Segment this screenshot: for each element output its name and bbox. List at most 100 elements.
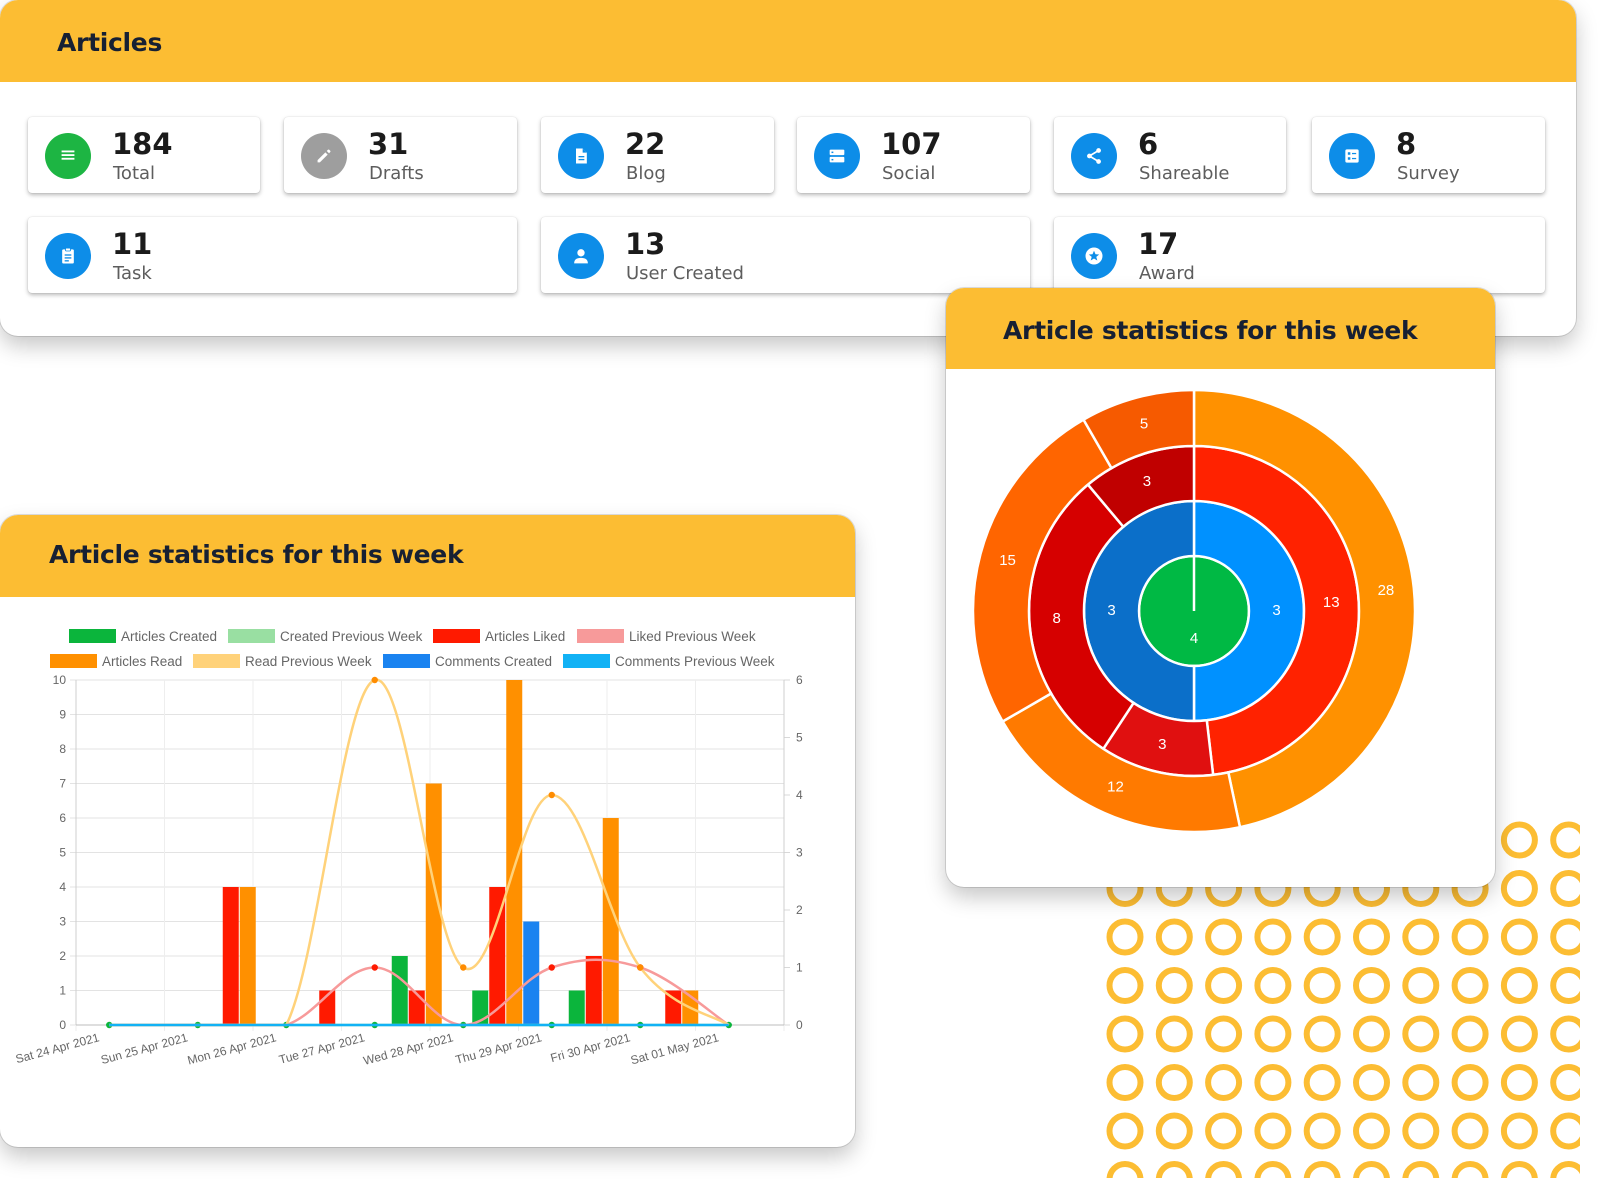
stat-value: 184	[112, 127, 173, 161]
stat-value: 22	[625, 127, 666, 161]
dot-ring	[1500, 870, 1538, 907]
donut-value-label: 5	[1140, 416, 1148, 433]
bar	[489, 887, 506, 1025]
stat-card-task[interactable]: 11 Task	[28, 217, 517, 293]
dot-ring	[1353, 1112, 1390, 1150]
y-tick-label: 3	[59, 915, 66, 929]
dot-ring	[1303, 1161, 1341, 1178]
stat-card-survey[interactable]: 8 Survey	[1312, 117, 1545, 193]
stat-card-blog[interactable]: 22 Blog	[541, 117, 774, 193]
stat-value: 11	[112, 227, 153, 261]
stat-label: Task	[113, 263, 152, 284]
dot-ring	[1451, 1112, 1489, 1150]
star-badge-icon	[1071, 233, 1117, 279]
list-icon	[45, 133, 91, 179]
stat-value: 13	[625, 227, 666, 261]
user-icon	[558, 233, 604, 279]
legend-swatch	[69, 629, 116, 643]
bar	[665, 990, 682, 1025]
bar	[523, 921, 540, 1025]
dot-ring	[1106, 1064, 1144, 1101]
donut-value-label: 8	[1053, 610, 1061, 627]
legend-label: Liked Previous Week	[629, 629, 756, 644]
dot-ring	[1303, 1064, 1341, 1101]
legend-label: Comments Created	[435, 654, 552, 669]
dot-ring	[1500, 1015, 1538, 1053]
legend-label: Articles Liked	[485, 629, 565, 644]
x-tick-label: Thu 29 Apr 2021	[454, 1030, 544, 1067]
legend-swatch	[383, 654, 430, 668]
dot-ring	[1550, 1161, 1580, 1178]
dot-ring	[1254, 967, 1292, 1004]
dot-ring	[1303, 918, 1341, 956]
dot-ring	[1254, 1161, 1292, 1178]
dot-ring	[1550, 870, 1580, 907]
dot-ring	[1254, 1015, 1292, 1053]
server-icon	[814, 133, 860, 179]
dot-ring	[1303, 1015, 1341, 1053]
dot-ring	[1155, 918, 1193, 956]
dot-ring	[1500, 1112, 1538, 1150]
legend-swatch	[50, 654, 97, 668]
dot-ring	[1500, 918, 1538, 956]
pencil-icon	[301, 133, 347, 179]
clipboard-icon	[45, 233, 91, 279]
donut-value-label: 3	[1158, 736, 1166, 753]
dot-ring	[1402, 1015, 1440, 1053]
x-tick-label: Sun 25 Apr 2021	[99, 1030, 189, 1067]
share-icon	[1071, 133, 1117, 179]
dot-ring	[1205, 1161, 1243, 1178]
y-tick-label: 0	[59, 1018, 66, 1032]
stat-value: 8	[1396, 127, 1417, 161]
dot-ring	[1254, 918, 1292, 956]
stat-card-shareable[interactable]: 6 Shareable	[1054, 117, 1286, 193]
dot-ring	[1106, 1112, 1144, 1150]
stat-label: Blog	[626, 163, 666, 184]
stat-card-total[interactable]: 184 Total	[28, 117, 260, 193]
y2-tick-label: 4	[796, 788, 803, 802]
stat-card-drafts[interactable]: 31 Drafts	[284, 117, 517, 193]
dot-ring	[1303, 1112, 1341, 1150]
dot-ring	[1451, 1064, 1489, 1101]
bar	[425, 783, 442, 1025]
y2-tick-label: 2	[796, 903, 803, 917]
dot-ring	[1500, 821, 1538, 859]
stat-card-user-created[interactable]: 13 User Created	[541, 217, 1030, 293]
dot-ring	[1205, 967, 1243, 1004]
dot-ring	[1550, 918, 1580, 956]
legend-label: Articles Read	[102, 654, 182, 669]
line-point	[637, 964, 644, 971]
dot-ring	[1500, 967, 1538, 1004]
donut-value-label: 28	[1378, 582, 1395, 599]
dot-ring	[1402, 1161, 1440, 1178]
dot-ring	[1106, 1161, 1144, 1178]
x-tick-label: Tue 27 Apr 2021	[277, 1030, 366, 1066]
y-tick-label: 9	[59, 708, 66, 722]
line-point	[548, 964, 555, 971]
stat-card-award[interactable]: 17 Award	[1054, 217, 1545, 293]
donut-chart-title: Article statistics for this week	[946, 288, 1495, 369]
dot-ring	[1353, 1064, 1390, 1101]
dot-ring	[1155, 1015, 1193, 1053]
x-tick-label: Sat 24 Apr 2021	[14, 1030, 101, 1066]
line-point	[371, 964, 378, 971]
dot-ring	[1106, 918, 1144, 956]
stat-value: 107	[881, 127, 942, 161]
dot-ring	[1451, 918, 1489, 956]
donut-value-label: 3	[1143, 473, 1151, 490]
line-point	[460, 964, 467, 971]
dot-ring	[1155, 1112, 1193, 1150]
donut-value-label: 4	[1190, 630, 1198, 647]
articles-card-title: Articles	[0, 0, 1576, 82]
bar	[568, 990, 585, 1025]
dot-ring	[1254, 1112, 1292, 1150]
donut-slice	[1192, 388, 1417, 829]
dot-ring	[1353, 1015, 1390, 1053]
donut-chart-card: Article statistics for this week 4 3 3 13 3 8…	[946, 288, 1495, 887]
stat-label: User Created	[626, 263, 744, 284]
dot-ring	[1254, 1064, 1292, 1101]
legend-swatch	[193, 654, 240, 668]
y2-tick-label: 6	[796, 673, 803, 687]
dot-ring	[1550, 821, 1580, 859]
stat-card-social[interactable]: 107 Social	[797, 117, 1030, 193]
